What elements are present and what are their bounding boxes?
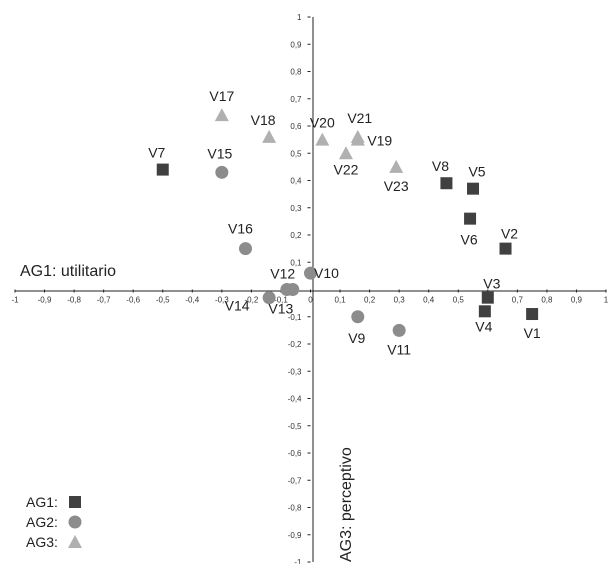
data-point-v8 (440, 177, 453, 190)
y-tick-label: 0,7 (290, 95, 302, 104)
point-label-v10: V10 (314, 265, 339, 281)
y-tick-label: 0,9 (290, 40, 302, 49)
y-tick-label: -0,5 (288, 422, 302, 431)
data-point-v13 (280, 283, 294, 296)
point-label-v6: V6 (461, 232, 478, 248)
data-point-v14 (262, 291, 276, 305)
point-label-v11: V11 (387, 341, 411, 357)
x-tick-label: 0,8 (541, 296, 553, 305)
point-label-v12: V12 (270, 266, 295, 282)
legend-label: AG2: (26, 514, 58, 530)
point-label-v20: V20 (310, 115, 335, 131)
x-tick-label: 0,1 (334, 296, 346, 305)
data-point-v16 (238, 242, 252, 256)
point-label-v14: V14 (225, 298, 250, 314)
data-point-v4 (478, 305, 491, 318)
data-point-v18 (262, 129, 277, 143)
y-tick-label: -0,9 (288, 531, 302, 540)
point-label-v4: V4 (475, 318, 492, 334)
x-axis-label: AG1: utilitario (20, 263, 116, 280)
data-point-v2 (499, 242, 512, 255)
point-label-v3: V3 (483, 276, 500, 292)
y-ticks: 1 0,9 0,8 0,7 0,6 0,5 0,4 0,3 0,2 0,1 -0,1 -0,2 -0,3… (288, 13, 311, 564)
data-point-v17 (214, 108, 229, 122)
point-label-v23: V23 (384, 178, 409, 194)
y-tick-label: 1 (297, 13, 302, 22)
y-tick-label: -0,4 (288, 395, 302, 404)
x-tick-label: -0,3 (215, 296, 229, 305)
x-tick-label: -0,8 (67, 296, 81, 305)
y-tick-label: 0,8 (290, 68, 302, 77)
x-tick-label: 0,7 (512, 296, 524, 305)
y-tick-label: -0,2 (288, 340, 302, 349)
x-tick-label: 0 (308, 296, 313, 305)
point-label-v8: V8 (432, 158, 449, 174)
data-points (156, 108, 539, 337)
y-axis-label: AG3: perceptivo (338, 447, 355, 562)
y-tick-label: -1 (294, 558, 302, 564)
point-label-v17: V17 (209, 88, 234, 104)
x-tick-label: 0,3 (394, 296, 406, 305)
y-tick-label: 0,5 (290, 149, 302, 158)
point-label-v16: V16 (228, 221, 253, 237)
data-point-v5 (467, 182, 480, 195)
data-point-v9 (351, 310, 365, 324)
data-point-v15 (215, 165, 229, 179)
y-tick-label: -0,3 (288, 367, 302, 376)
x-tick-label: -0,4 (185, 296, 199, 305)
point-label-v9: V9 (348, 330, 365, 346)
legend-marker-square (69, 496, 81, 508)
data-point-v23 (389, 159, 404, 173)
x-ticks: -1 -0,9 -0,8 -0,7 -0,6 -0,5 -0,4 -0,3 -0,2 -0,1 0 0… (11, 289, 609, 305)
x-tick-label: -0,2 (245, 296, 259, 305)
x-tick-label: 0,5 (453, 296, 465, 305)
point-label-v15: V15 (207, 145, 232, 161)
x-tick-label: -0,7 (97, 296, 111, 305)
y-tick-label: -0,7 (288, 476, 302, 485)
x-tick-label: -0,6 (126, 296, 140, 305)
y-tick-label: -0,1 (288, 313, 302, 322)
data-point-v6 (464, 212, 477, 225)
point-label-v19: V19 (367, 133, 392, 149)
data-point-v11 (392, 323, 406, 337)
y-tick-label: 0,4 (290, 177, 302, 186)
x-tick-label: 0,9 (571, 296, 583, 305)
y-tick-label: 0,6 (290, 122, 302, 131)
x-tick-label: -1 (11, 296, 19, 305)
data-point-v1 (526, 308, 539, 321)
y-tick-label: 0,2 (290, 231, 302, 240)
x-tick-label: -0,5 (156, 296, 170, 305)
point-labels: V1 V2 V3 V4 V5 V6 V7 V8 V9 V10 V11 V12 V13 V14 V15 V16 V… (148, 88, 541, 357)
y-tick-label: -0,8 (288, 504, 302, 513)
point-label-v22: V22 (333, 161, 358, 177)
legend: AG1: AG2: AG3: (26, 494, 82, 550)
data-point-v21 (350, 129, 365, 143)
data-point-v7 (156, 163, 169, 176)
data-point-v10 (304, 266, 317, 280)
point-label-v1: V1 (524, 325, 541, 341)
x-tick-label: 0,4 (423, 296, 435, 305)
legend-label: AG1: (26, 494, 58, 510)
y-tick-label: 0,3 (290, 204, 302, 213)
x-tick-label: 0,2 (364, 296, 376, 305)
data-point-v20 (315, 132, 330, 146)
data-point-v22 (338, 146, 353, 160)
legend-label: AG3: (26, 534, 58, 550)
point-label-v21: V21 (347, 110, 372, 126)
y-tick-label: 0,1 (290, 258, 302, 267)
point-label-v2: V2 (501, 226, 518, 242)
legend-marker-circle (68, 515, 82, 529)
point-label-v5: V5 (468, 164, 485, 180)
x-tick-label: 1 (604, 296, 609, 305)
y-tick-label: -0,6 (288, 449, 302, 458)
point-label-v13: V13 (268, 301, 293, 317)
x-tick-label: -0,9 (38, 296, 52, 305)
legend-marker-triangle (68, 535, 82, 548)
point-label-v7: V7 (148, 145, 165, 161)
x-tick-label: -0,1 (274, 296, 288, 305)
point-label-v18: V18 (251, 112, 276, 128)
data-point-v3 (481, 291, 494, 304)
